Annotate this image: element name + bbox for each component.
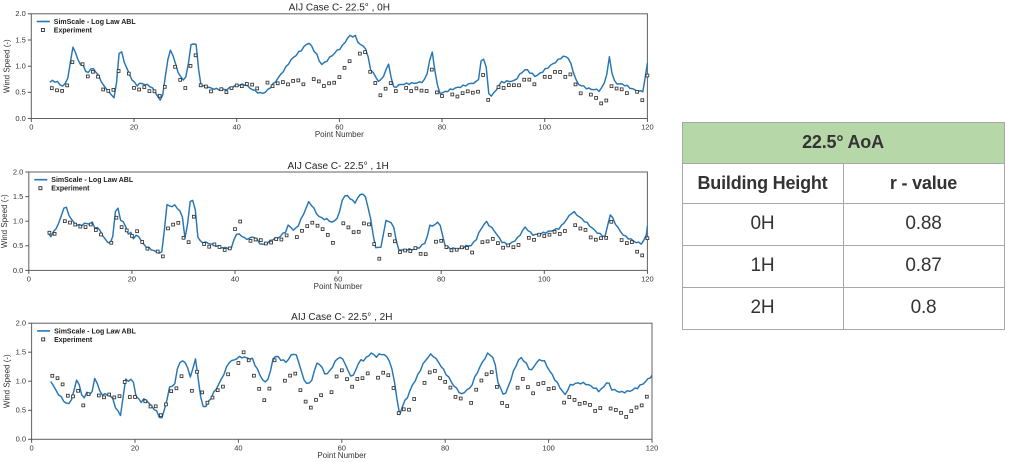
svg-text:60: 60	[334, 274, 342, 283]
svg-text:0.5: 0.5	[13, 241, 23, 250]
svg-text:120: 120	[646, 443, 659, 452]
svg-text:2.0: 2.0	[16, 319, 26, 328]
svg-text:0: 0	[27, 274, 31, 283]
svg-text:100: 100	[542, 443, 555, 452]
svg-text:AIJ Case C- 22.5° , 0H: AIJ Case C- 22.5° , 0H	[289, 3, 390, 14]
svg-text:80: 80	[437, 274, 445, 283]
svg-text:40: 40	[233, 123, 241, 132]
svg-text:Point Number: Point Number	[314, 282, 363, 291]
svg-text:2.0: 2.0	[15, 9, 25, 18]
svg-text:120: 120	[641, 274, 654, 283]
svg-text:1.5: 1.5	[16, 348, 26, 357]
svg-text:60: 60	[338, 443, 346, 452]
svg-text:Wind Speed (-): Wind Speed (-)	[0, 194, 9, 248]
svg-text:1.0: 1.0	[13, 217, 23, 226]
svg-text:2.0: 2.0	[13, 167, 23, 176]
svg-text:Wind Speed (-): Wind Speed (-)	[2, 39, 11, 93]
svg-text:80: 80	[438, 123, 446, 132]
svg-text:120: 120	[641, 123, 654, 132]
svg-text:1.0: 1.0	[16, 377, 26, 386]
svg-text:0.0: 0.0	[13, 266, 23, 275]
svg-text:Wind Speed (-): Wind Speed (-)	[3, 354, 12, 408]
svg-text:40: 40	[231, 274, 239, 283]
svg-text:SimScale - Log Law ABL: SimScale - Log Law ABL	[51, 177, 134, 184]
svg-text:80: 80	[441, 443, 449, 452]
svg-text:Point Number: Point Number	[315, 130, 364, 139]
svg-text:AIJ Case C- 22.5° , 1H: AIJ Case C- 22.5° , 1H	[287, 161, 388, 172]
svg-text:0.0: 0.0	[16, 435, 26, 444]
svg-text:20: 20	[131, 443, 139, 452]
svg-text:40: 40	[234, 443, 242, 452]
svg-text:Experiment: Experiment	[54, 337, 93, 344]
svg-text:0.5: 0.5	[15, 88, 25, 97]
svg-text:Experiment: Experiment	[54, 28, 93, 35]
svg-text:100: 100	[538, 274, 551, 283]
svg-text:20: 20	[128, 274, 136, 283]
svg-text:1.5: 1.5	[13, 192, 23, 201]
svg-text:0.0: 0.0	[15, 114, 25, 123]
svg-text:Point Number: Point Number	[317, 451, 366, 460]
svg-text:SimScale - Log Law ABL: SimScale - Log Law ABL	[54, 19, 137, 26]
svg-text:Experiment: Experiment	[51, 186, 90, 193]
svg-text:1.5: 1.5	[15, 35, 25, 44]
svg-text:SimScale - Log Law ABL: SimScale - Log Law ABL	[54, 328, 137, 335]
svg-text:60: 60	[335, 123, 343, 132]
svg-text:0: 0	[29, 123, 33, 132]
svg-text:0.5: 0.5	[16, 406, 26, 415]
svg-text:20: 20	[130, 123, 138, 132]
svg-text:AIJ Case C- 22.5° , 2H: AIJ Case C- 22.5° , 2H	[291, 312, 392, 323]
svg-text:1.0: 1.0	[15, 62, 25, 71]
svg-text:100: 100	[538, 123, 551, 132]
svg-text:0: 0	[30, 443, 34, 452]
